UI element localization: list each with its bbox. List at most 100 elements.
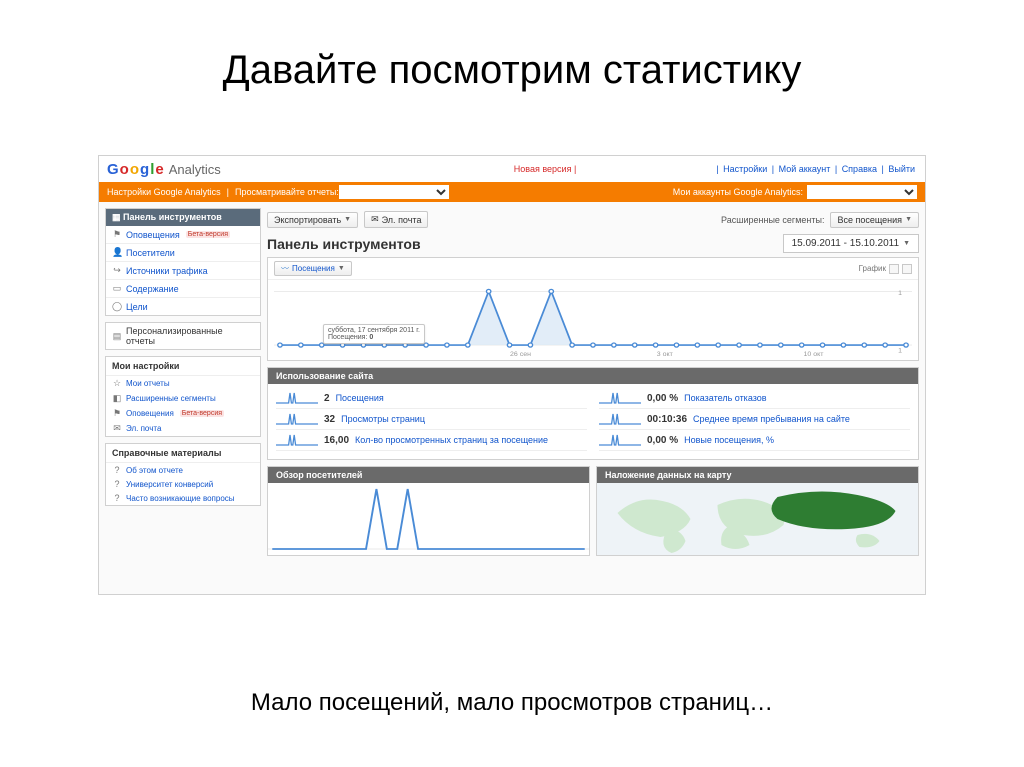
sidebar: ▦ Панель инструментов ⚑ Оповещения Бета-…: [99, 202, 267, 594]
segment-icon: ◧: [112, 393, 122, 404]
beta-badge: Бета-версия: [180, 410, 224, 417]
top-links: | Настройки | Мой аккаунт | Справка | Вы…: [716, 164, 917, 174]
adv-segments-label: Расширенные сегменты:: [721, 215, 824, 225]
slide-caption: Мало посещений, мало просмотров страниц…: [0, 689, 1024, 717]
nav-panel-title: Панель инструментов: [123, 212, 222, 222]
about-report-link[interactable]: ? Об этом отчете: [106, 463, 260, 477]
metric-row[interactable]: 2 Посещения: [276, 388, 587, 409]
page-title: Панель инструментов: [267, 236, 421, 252]
metric-value: 16,00: [324, 435, 349, 446]
sidebar-item-label: Цели: [126, 302, 148, 312]
alert-icon: ⚑: [112, 229, 122, 240]
grid-icon: ▦: [112, 212, 121, 222]
sparkline-icon: [599, 433, 641, 447]
chevron-down-icon: ▼: [338, 265, 345, 272]
sidebar-item-visitors[interactable]: 👤 Посетители: [106, 244, 260, 262]
sidebar-item-label: Эл. почта: [126, 424, 161, 433]
metric-label: Посещения: [336, 393, 384, 403]
metric-value: 32: [324, 414, 335, 425]
goal-icon: ◯: [112, 301, 122, 312]
alerts-link[interactable]: ⚑ Оповещения Бета-версия: [106, 406, 260, 421]
tooltip-metric: Посещения:: [328, 334, 367, 341]
graph-mode-line[interactable]: [889, 264, 899, 274]
metric-value: 00:10:36: [647, 414, 687, 425]
sidebar-item-label: Об этом отчете: [126, 466, 183, 475]
sidebar-item-content[interactable]: ▭ Содержание: [106, 280, 260, 298]
export-button[interactable]: Экспортировать ▼: [267, 212, 358, 228]
my-accounts-label: Мои аккаунты Google Analytics:: [673, 187, 803, 197]
date-range-picker[interactable]: 15.09.2011 - 15.10.2011 ▼: [783, 234, 919, 253]
metric-value: 0,00 %: [647, 435, 678, 446]
my-reports-link[interactable]: ☆ Мои отчеты: [106, 376, 260, 391]
sparkline-icon: [276, 391, 318, 405]
settings-link[interactable]: Настройки: [723, 164, 767, 174]
new-version-link[interactable]: Новая версия |: [514, 164, 577, 174]
sidebar-item-goals[interactable]: ◯ Цели: [106, 298, 260, 315]
sparkline-icon: [276, 433, 318, 447]
adv-segments-link[interactable]: ◧ Расширенные сегменты: [106, 391, 260, 406]
logo-subtext: Analytics: [169, 162, 221, 177]
world-map[interactable]: [597, 483, 918, 555]
visits-line-chart: 26 сен3 окт10 окт11 суббота, 17 сентября…: [268, 280, 918, 360]
metric-row[interactable]: 0,00 % Показатель отказов: [599, 388, 910, 409]
chevron-down-icon: ▼: [344, 216, 351, 223]
segment-dropdown[interactable]: Все посещения ▼: [830, 212, 919, 228]
metric-value: 2: [324, 393, 330, 404]
sidebar-item-alerts[interactable]: ⚑ Оповещения Бета-версия: [106, 226, 260, 244]
sidebar-item-label: Мои отчеты: [126, 379, 170, 388]
graph-label: График: [859, 264, 886, 273]
main-content: Экспортировать ▼ ✉ Эл. почта Расширенные…: [267, 202, 925, 594]
account-select[interactable]: [807, 185, 917, 199]
help-header: Справочные материалы: [106, 444, 260, 463]
mail-icon: ✉: [112, 423, 122, 434]
metric-row[interactable]: 16,00 Кол-во просмотренных страниц за по…: [276, 430, 587, 451]
my-account-link[interactable]: Мой аккаунт: [779, 164, 831, 174]
star-icon: ☆: [112, 378, 122, 389]
nav-panel-header: ▦ Панель инструментов: [106, 209, 260, 226]
email-link[interactable]: ✉ Эл. почта: [106, 421, 260, 436]
report-icon: ▤: [112, 331, 122, 342]
logout-link[interactable]: Выйти: [888, 164, 915, 174]
profile-select[interactable]: [339, 185, 449, 199]
sidebar-item-label: Оповещения: [126, 230, 180, 240]
sparkline-icon: [599, 412, 641, 426]
personal-reports-link[interactable]: ▤ Персонализированные отчеты: [106, 323, 260, 349]
view-reports-label: Просматривайте отчеты:: [235, 187, 339, 197]
conversion-univ-link[interactable]: ? Университет конверсий: [106, 477, 260, 491]
map-overlay-header: Наложение данных на карту: [597, 467, 918, 483]
my-settings-header: Мои настройки: [106, 357, 260, 376]
content-icon: ▭: [112, 283, 122, 294]
sidebar-item-label: Университет конверсий: [126, 480, 213, 489]
user-icon: 👤: [112, 247, 122, 258]
sidebar-item-traffic[interactable]: ↪ Источники трафика: [106, 262, 260, 280]
help-link[interactable]: Справка: [842, 164, 877, 174]
metric-row[interactable]: 32 Просмотры страниц: [276, 409, 587, 430]
graph-mode-bar[interactable]: [902, 264, 912, 274]
metric-label: Показатель отказов: [684, 393, 766, 403]
sidebar-item-label: Расширенные сегменты: [126, 394, 216, 403]
svg-text:26 сен: 26 сен: [510, 351, 531, 358]
faq-link[interactable]: ? Часто возникающие вопросы: [106, 491, 260, 505]
date-range-value: 15.09.2011 - 15.10.2011: [792, 238, 900, 249]
visitors-overview-header: Обзор посетителей: [268, 467, 589, 483]
site-usage-panel: Использование сайта 2 Посещения0,00 % По…: [267, 367, 919, 460]
personal-reports-panel: ▤ Персонализированные отчеты: [105, 322, 261, 350]
sidebar-item-label: Персонализированные отчеты: [126, 326, 254, 346]
metric-tab-visits[interactable]: 〰 Посещения ▼: [274, 261, 352, 276]
metric-row[interactable]: 0,00 % Новые посещения, %: [599, 430, 910, 451]
email-button[interactable]: ✉ Эл. почта: [364, 211, 428, 228]
sidebar-item-label: Источники трафика: [126, 266, 208, 276]
help-icon: ?: [112, 479, 122, 489]
tooltip-date: суббота, 17 сентября 2011 г.: [328, 327, 420, 334]
help-icon: ?: [112, 465, 122, 475]
metric-label: Среднее время пребывания на сайте: [693, 414, 850, 424]
sidebar-item-label: Часто возникающие вопросы: [126, 494, 235, 503]
visitors-overview-chart: [268, 483, 589, 555]
sidebar-item-label: Оповещения: [126, 409, 174, 418]
nav-panel: ▦ Панель инструментов ⚑ Оповещения Бета-…: [105, 208, 261, 316]
svg-text:1: 1: [898, 348, 902, 355]
metric-row[interactable]: 00:10:36 Среднее время пребывания на сай…: [599, 409, 910, 430]
visits-chart-panel: 〰 Посещения ▼ График 26 сен3 окт10 окт11: [267, 257, 919, 361]
alert-icon: ⚑: [112, 408, 122, 419]
ga-settings-link[interactable]: Настройки Google Analytics: [107, 187, 221, 197]
